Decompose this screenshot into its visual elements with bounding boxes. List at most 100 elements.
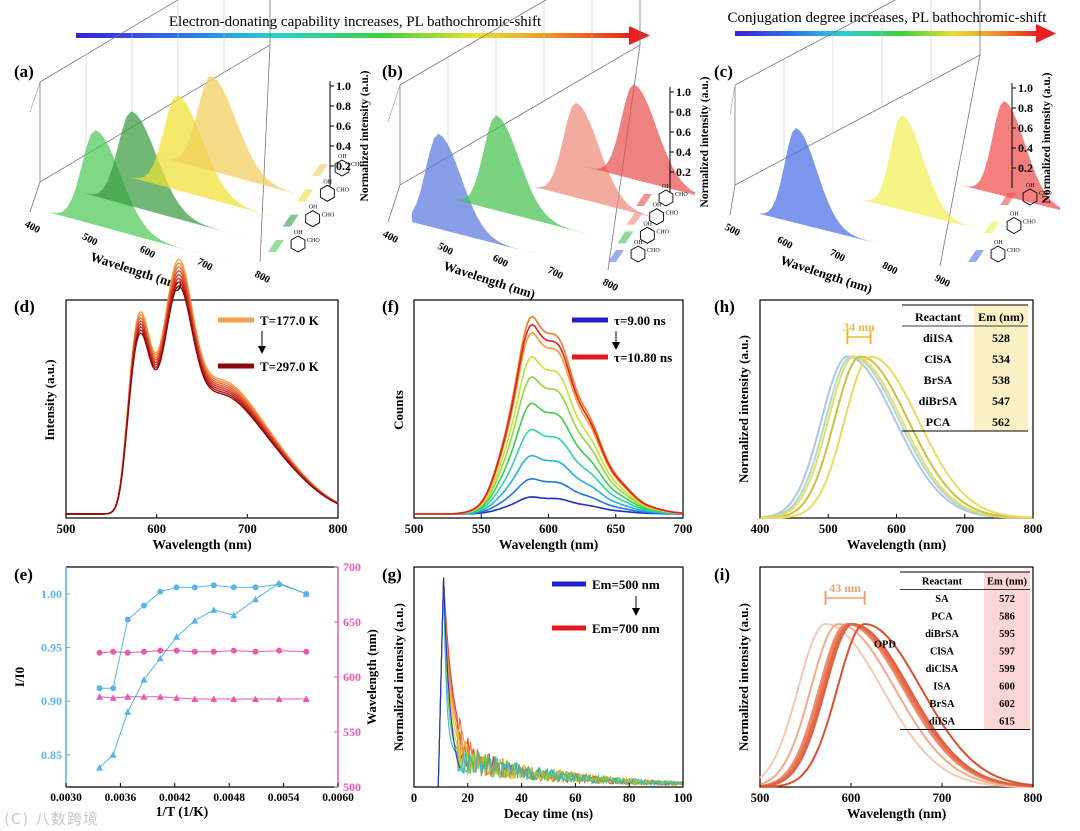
a-z-tick-label: 0.4 (336, 139, 351, 153)
e-y2-tick-label: 600 (343, 670, 361, 684)
e-data-point (140, 693, 148, 700)
i-x-tick-label: 800 (1024, 791, 1043, 805)
e-data-point (157, 647, 164, 654)
e-data-point (96, 693, 104, 700)
e-data-point (302, 695, 310, 702)
f-series-line (414, 402, 684, 515)
e-data-point (173, 633, 181, 640)
f-series-line (414, 315, 684, 515)
c-molecule-cho: CHO (1007, 248, 1020, 254)
panel-label-d: (d) (14, 297, 35, 316)
c-series-swatch (968, 250, 984, 262)
d-x-tick-label: 800 (329, 522, 348, 536)
e-data-point (110, 685, 117, 692)
e-data-point (210, 648, 217, 655)
e-data-point (173, 647, 180, 654)
a-spectrum-slice (128, 76, 318, 200)
a-x-tick-label: 400 (23, 219, 42, 236)
e-data-point (252, 648, 259, 655)
c-x-axis-label: Wavelength (nm) (779, 252, 875, 296)
h-x-tick-label: 400 (751, 522, 770, 536)
h-x-axis-label: Wavelength (nm) (847, 537, 946, 552)
c-spectrum-slice (760, 128, 920, 254)
h-x-tick-label: 700 (955, 522, 974, 536)
b-molecule-oh: OH (653, 203, 662, 209)
c-z-tick-label: 0.8 (1018, 101, 1033, 115)
a-molecule-cho: CHO (322, 213, 335, 219)
b-x-axis-label: Wavelength (nm) (442, 258, 538, 302)
d-plot-frame (65, 299, 339, 519)
e-data-point (191, 617, 199, 624)
h-table-cell-em: 547 (992, 394, 1010, 408)
i-x-axis-label: Wavelength (nm) (847, 806, 946, 821)
c-z-tick-label: 0.4 (1018, 141, 1033, 155)
b-series-swatch (636, 194, 652, 206)
b-molecule-cho: CHO (675, 192, 688, 198)
b-series-swatch (626, 212, 643, 225)
e-y-axis-label: I/I0 (12, 667, 27, 687)
g-x-tick-label: 60 (569, 791, 582, 805)
panel-e-intensity-vs-temperature: 0.0030 0.0036 0.0042 0.0048 0.0054 0.0060 1/T … (12, 560, 379, 819)
e-data-point (156, 654, 164, 662)
i-table-cell-em: 600 (999, 682, 1015, 693)
f-legend-arrow-head (612, 342, 620, 350)
banner-left: Electron-donating capability increases, … (76, 14, 650, 45)
d-x-axis-label: Wavelength (nm) (152, 537, 251, 552)
h-series-line (759, 355, 1033, 519)
a-series-swatch (282, 214, 299, 227)
e-series-line (99, 696, 307, 700)
a-spectrum-slice (74, 111, 265, 243)
g-legend-label-500: Em=500 nm (592, 577, 660, 592)
b-series-swatch (608, 250, 624, 262)
h-x-tick-label: 800 (1024, 522, 1043, 536)
c-back-wall (734, 0, 981, 185)
h-y-axis-label: Normalized intensity (a.u.) (736, 335, 751, 483)
b-z-axis-label: Normalized intensity (a.u.) (699, 76, 711, 207)
e-y2-tick-label: 550 (343, 725, 361, 739)
g-x-tick-label: 20 (462, 791, 475, 805)
banner-right: Conjugation degree increases, PL bathoch… (728, 10, 1056, 43)
panel-b-3d-spectra: 0.2 0.4 0.6 0.8 1.0 Normalized intensity (a.u… (381, 0, 711, 302)
i-x-tick-label: 500 (751, 791, 770, 805)
e-series-line (99, 583, 307, 689)
i-group-label: OPD (874, 639, 897, 650)
b-x-tick-label: 700 (546, 265, 565, 282)
b-z-tick-label: 0.4 (676, 145, 691, 159)
e-data-point (110, 648, 117, 655)
e-x-tick-label: 0.0060 (322, 792, 354, 804)
b-x-tick-label: 400 (381, 229, 400, 246)
i-series-line (759, 622, 1033, 788)
panel-h-normalized-spectra: 400 500 600 700 800 Wavelength (nm) Normalized… (736, 299, 1043, 552)
g-legend-label-700: Em=700 nm (592, 621, 660, 636)
c-side-edge (729, 84, 736, 116)
e-data-point (124, 649, 131, 656)
h-series-line (760, 355, 1033, 519)
g-series-line (414, 577, 461, 788)
i-annotation: 43 nm (829, 581, 861, 595)
a-x-tick-label: 800 (253, 269, 272, 286)
c-molecule-ring (1022, 188, 1038, 206)
g-series-line (414, 577, 684, 788)
e-data-point (251, 595, 259, 603)
h-series-line (760, 355, 1033, 519)
b-z-tick-label: 1.0 (676, 85, 691, 99)
banner-left-text: Electron-donating capability increases, … (169, 14, 542, 30)
b-spectrum-slice (448, 115, 623, 243)
d-series-line (66, 285, 339, 515)
h-table-cell-reactant: PCA (926, 415, 951, 429)
d-x-tick-label: 700 (238, 522, 257, 536)
i-table-header-reactant: Reactant (922, 577, 963, 588)
e-data-point (109, 694, 117, 701)
b-molecule-oh: OH (634, 240, 643, 246)
f-y-axis-label: Counts (391, 390, 406, 430)
e-data-point (96, 764, 104, 771)
a-series-swatch (268, 240, 284, 252)
c-series-swatch (1000, 193, 1016, 205)
panel-c-3d-spectra: 0.2 0.4 0.6 0.8 1.0 Normalized intensity (a.u… (723, 0, 1060, 296)
b-z-tick-label: 0.8 (676, 105, 691, 119)
f-x-tick-label: 600 (539, 522, 558, 536)
h-table-header-em: Em (nm) (978, 310, 1024, 324)
e-y-tick-label: 0.95 (41, 640, 62, 654)
b-molecule-cho: CHO (656, 229, 669, 235)
b-molecule-oh: OH (643, 221, 652, 227)
